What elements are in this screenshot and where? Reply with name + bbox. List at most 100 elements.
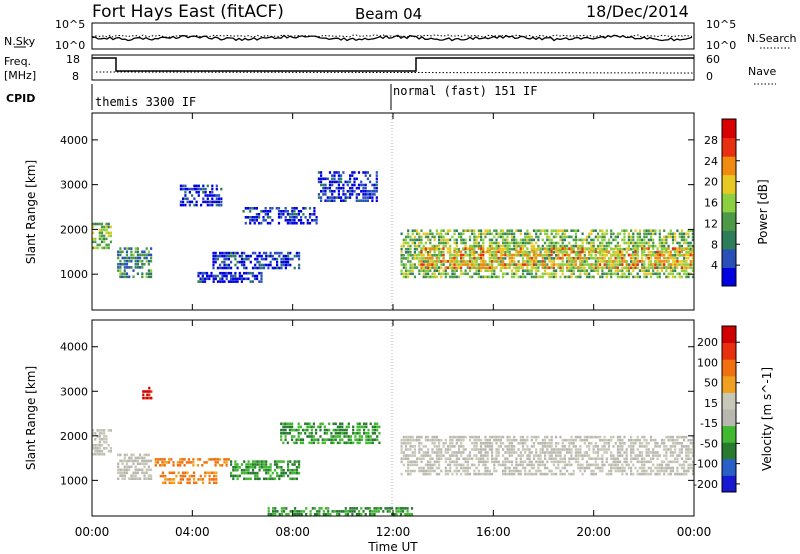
heatmap-cell: [594, 451, 597, 454]
colorbar-swatch: [722, 137, 736, 157]
heatmap-cell: [295, 221, 298, 225]
heatmap-cell: [663, 448, 666, 451]
heatmap-cell: [407, 260, 410, 263]
heatmap-cell: [282, 210, 285, 213]
heatmap-cell: [429, 232, 432, 236]
heatmap-cell: [378, 425, 381, 429]
heatmap-cell: [506, 235, 509, 239]
heatmap-cell: [214, 257, 217, 261]
heatmap-cell: [638, 235, 641, 239]
heatmap-cell: [223, 461, 226, 464]
heatmap-cell: [482, 253, 485, 257]
heatmap-cell: [674, 232, 677, 236]
heatmap-cell: [424, 256, 427, 260]
heatmap-cell: [605, 263, 608, 266]
heatmap-cell: [266, 210, 269, 213]
heatmap-cell: [232, 466, 235, 469]
heatmap-cell: [236, 266, 239, 270]
heatmap-cell: [524, 260, 527, 263]
heatmap-cell: [583, 254, 586, 257]
heatmap-cell: [530, 445, 533, 448]
heatmap-cell: [210, 274, 213, 278]
heatmap-cell: [537, 442, 540, 445]
heatmap-cell: [502, 463, 505, 467]
heatmap-cell: [480, 244, 483, 248]
heatmap-cell: [579, 266, 582, 269]
heatmap-cell: [291, 221, 294, 225]
heatmap-cell: [211, 197, 214, 200]
heatmap-cell: [612, 260, 615, 263]
heatmap-cell: [649, 235, 653, 239]
heatmap-cell: [568, 269, 571, 272]
heatmap-cell: [544, 442, 547, 445]
heatmap-cell: [232, 254, 235, 258]
heatmap-cell: [660, 247, 664, 250]
heatmap-cell: [477, 247, 480, 250]
heatmap-cell: [508, 451, 511, 454]
heatmap-cell: [236, 477, 239, 481]
colorbar-tick-label: 16: [704, 197, 718, 210]
heatmap-cell: [473, 266, 476, 270]
heatmap-cell: [513, 238, 516, 242]
heatmap-cell: [356, 432, 359, 435]
heatmap-cell: [333, 196, 336, 199]
heatmap-cell: [680, 451, 683, 454]
heatmap-cell: [188, 481, 191, 485]
heatmap-cell: [667, 244, 670, 248]
heatmap-cell: [506, 229, 509, 232]
heatmap-cell: [566, 269, 569, 272]
heatmap-cell: [355, 513, 358, 516]
heatmap-cell: [420, 235, 423, 239]
heatmap-cell: [654, 272, 657, 276]
heatmap-cell: [555, 442, 558, 445]
heatmap-cell: [632, 463, 635, 467]
heatmap-cell: [216, 458, 219, 461]
heatmap-cell: [457, 435, 461, 439]
heatmap-cell: [258, 260, 261, 264]
heatmap-cell: [526, 457, 529, 460]
heatmap-cell: [211, 184, 214, 188]
heatmap-cell: [225, 257, 228, 261]
heatmap-cell: [234, 271, 237, 275]
heatmap-cell: [495, 451, 498, 454]
heatmap-cell: [579, 438, 582, 442]
heatmap-cell: [300, 221, 303, 225]
heatmap-cell: [225, 263, 228, 267]
heatmap-cell: [323, 432, 326, 435]
heatmap-cell: [293, 435, 296, 438]
heatmap-cell: [265, 463, 268, 466]
heatmap-cell: [289, 219, 292, 222]
heatmap-cell: [643, 272, 646, 276]
heatmap-cell: [422, 266, 425, 269]
heatmap-cell: [154, 461, 157, 464]
heatmap-cell: [422, 275, 425, 279]
heatmap-cell: [607, 445, 611, 448]
heatmap-cell: [660, 463, 664, 467]
heatmap-cell: [665, 463, 668, 467]
heatmap-cell: [625, 275, 628, 279]
heatmap-cell: [236, 474, 239, 478]
heatmap-cell: [320, 171, 323, 174]
heatmap-cell: [480, 445, 483, 448]
heatmap-cell: [515, 457, 518, 460]
heatmap-cell: [590, 442, 593, 445]
heatmap-cell: [371, 441, 374, 445]
heatmap-cell: [548, 457, 551, 460]
heatmap-cell: [625, 463, 628, 467]
heatmap-cell: [590, 263, 593, 266]
heatmap-cell: [422, 269, 425, 272]
heatmap-cell: [254, 257, 257, 261]
heatmap-cell: [358, 432, 361, 435]
heatmap-cell: [519, 254, 522, 257]
heatmap-cell: [225, 277, 228, 281]
heatmap-cell: [125, 253, 129, 257]
heatmap-cell: [475, 251, 478, 254]
heatmap-cell: [495, 275, 498, 279]
heatmap-cell: [605, 266, 608, 269]
heatmap-cell: [468, 263, 472, 266]
heatmap-cell: [689, 451, 692, 454]
heatmap-cell: [546, 466, 549, 470]
heatmap-cell: [625, 460, 628, 464]
heatmap-cell: [641, 250, 644, 254]
heatmap-cell: [616, 445, 619, 448]
